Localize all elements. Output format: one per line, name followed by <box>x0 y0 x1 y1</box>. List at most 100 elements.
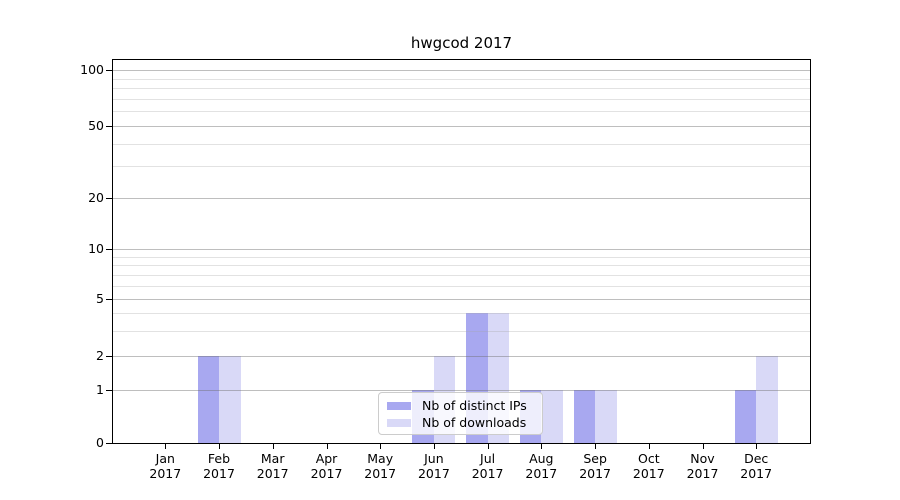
x-tick-mark-mar <box>272 444 274 449</box>
gridline-major-100 <box>113 70 810 71</box>
gridline-minor-4 <box>113 312 810 314</box>
gridline-major-2 <box>113 356 810 357</box>
y-tick-label-1: 1 <box>96 382 104 397</box>
y-tick-label-0: 0 <box>96 435 104 450</box>
x-tick-mark-may <box>380 444 382 449</box>
x-tick-label-jul: Jul 2017 <box>458 451 518 481</box>
y-tick-mark-0 <box>106 443 112 444</box>
x-tick-label-mar: Mar 2017 <box>243 451 303 481</box>
gridline-minor-30 <box>113 166 810 168</box>
legend: Nb of distinct IPs Nb of downloads <box>378 392 543 435</box>
x-tick-year: 2017 <box>203 466 235 481</box>
y-tick-mark-1 <box>106 390 112 391</box>
bar-downloads-aug <box>541 390 563 443</box>
legend-row-distinct-ips: Nb of distinct IPs <box>387 397 534 414</box>
y-tick-label-10: 10 <box>88 241 104 256</box>
gridline-minor-60 <box>113 111 810 113</box>
bar-downloads-feb <box>219 356 241 443</box>
x-tick-year: 2017 <box>686 466 719 481</box>
x-tick-label-apr: Apr 2017 <box>297 451 357 481</box>
legend-swatch-distinct-ips <box>387 401 411 410</box>
y-tick-mark-10 <box>106 249 112 250</box>
x-tick-month: Jan <box>155 451 175 466</box>
y-tick-label-2: 2 <box>96 348 104 363</box>
x-tick-mark-feb <box>219 444 220 449</box>
x-tick-mark-jan <box>165 444 167 449</box>
y-tick-label-20: 20 <box>88 190 104 205</box>
gridline-minor-80 <box>113 88 810 89</box>
legend-label-downloads: Nb of downloads <box>422 415 527 430</box>
x-tick-mark-apr <box>326 444 328 449</box>
gridline-major-10 <box>113 249 810 250</box>
bar-downloads-sep <box>595 390 617 443</box>
x-tick-mark-jun <box>433 444 435 449</box>
x-tick-year: 2017 <box>256 466 289 481</box>
x-tick-year: 2017 <box>149 466 182 481</box>
y-tick-mark-2 <box>106 356 112 357</box>
x-tick-label-aug: Aug 2017 <box>511 451 571 481</box>
x-tick-year: 2017 <box>632 466 665 481</box>
x-tick-year: 2017 <box>525 466 558 481</box>
x-tick-month: May <box>367 451 394 466</box>
gridline-major-50 <box>113 126 810 127</box>
gridline-minor-3 <box>113 330 810 332</box>
x-tick-label-jun: Jun 2017 <box>404 451 464 481</box>
y-tick-mark-5 <box>106 299 112 300</box>
x-tick-year: 2017 <box>417 466 450 481</box>
gridline-minor-90 <box>113 78 810 80</box>
x-tick-mark-dec <box>756 444 758 449</box>
x-tick-month: Sep <box>583 451 607 466</box>
x-tick-label-feb: Feb 2017 <box>189 451 249 481</box>
x-tick-month: Jun <box>424 451 444 466</box>
x-tick-month: Dec <box>744 451 769 466</box>
gridline-major-1 <box>113 390 810 391</box>
gridline-major-20 <box>113 198 810 199</box>
legend-row-downloads: Nb of downloads <box>387 414 534 431</box>
y-tick-label-5: 5 <box>96 291 104 306</box>
x-tick-month: Aug <box>529 451 554 466</box>
y-tick-mark-100 <box>106 70 112 71</box>
y-tick-label-50: 50 <box>88 118 104 133</box>
x-tick-mark-jul <box>487 444 489 449</box>
x-tick-month: Feb <box>207 451 231 466</box>
x-tick-label-dec: Dec 2017 <box>726 451 786 481</box>
gridline-minor-70 <box>113 98 810 100</box>
gridline-major-5 <box>113 299 810 300</box>
x-tick-label-sep: Sep 2017 <box>565 451 625 481</box>
x-tick-label-jan: Jan 2017 <box>135 451 195 481</box>
bar-downloads-dec <box>756 356 778 443</box>
x-tick-year: 2017 <box>364 466 397 481</box>
x-tick-month: Jul <box>480 451 496 466</box>
x-tick-month: Nov <box>690 451 715 466</box>
x-tick-mark-nov <box>702 444 704 449</box>
gridline-minor-8 <box>113 265 810 267</box>
x-tick-mark-oct <box>648 444 650 449</box>
x-tick-year: 2017 <box>740 466 773 481</box>
x-tick-mark-aug <box>541 444 543 449</box>
gridline-minor-7 <box>113 274 810 276</box>
x-tick-month: Oct <box>637 451 660 466</box>
x-tick-label-oct: Oct 2017 <box>619 451 679 481</box>
gridline-minor-9 <box>113 256 810 258</box>
x-tick-label-nov: Nov 2017 <box>673 451 733 481</box>
x-tick-label-may: May 2017 <box>350 451 410 481</box>
gridline-minor-6 <box>113 285 810 287</box>
chart-title: hwgcod 2017 <box>410 34 513 52</box>
x-tick-mark-sep <box>595 444 597 449</box>
y-tick-mark-20 <box>106 198 112 199</box>
legend-label-distinct-ips: Nb of distinct IPs <box>422 398 527 413</box>
x-tick-month: Mar <box>260 451 285 466</box>
plot-area <box>112 59 811 444</box>
y-tick-mark-50 <box>106 126 112 127</box>
bar-distinct-ips-dec <box>734 390 757 443</box>
x-tick-year: 2017 <box>579 466 611 481</box>
x-tick-year: 2017 <box>310 466 343 481</box>
legend-swatch-downloads <box>387 418 411 427</box>
x-tick-month: Apr <box>315 451 338 466</box>
bar-distinct-ips-sep <box>573 390 596 443</box>
x-tick-year: 2017 <box>471 466 504 481</box>
bar-distinct-ips-feb <box>197 356 219 443</box>
y-tick-label-100: 100 <box>80 62 104 77</box>
gridline-minor-40 <box>113 143 810 145</box>
